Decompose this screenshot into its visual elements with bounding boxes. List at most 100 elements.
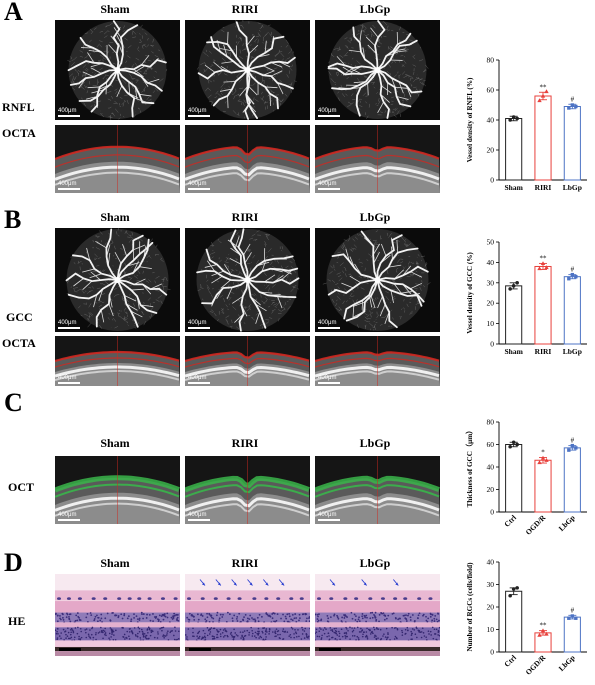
row-label-octa: OCTA [2, 126, 36, 140]
oct-bscan-riri-b: 400μm [185, 336, 310, 386]
data-point [570, 614, 575, 618]
data-point [515, 442, 519, 447]
y-tick-label: 20 [487, 299, 495, 308]
data-point [544, 458, 549, 462]
y-tick-label: 80 [487, 56, 495, 65]
data-point [544, 89, 549, 94]
oct-bscan-sham-a: 400μm [55, 125, 180, 193]
bar [534, 632, 552, 653]
column-title-riri-d: RIRI [231, 556, 259, 570]
x-tick-label: Ctrl [502, 513, 518, 529]
he-section-sham [55, 574, 180, 656]
data-point [570, 272, 575, 277]
he-section-lbgp [315, 574, 440, 656]
y-axis-label: Vessel density of RNFL (%) [466, 77, 474, 162]
data-point [567, 106, 571, 110]
oct-bscan-riri-a: 400μm [185, 125, 310, 193]
y-tick-label: 40 [487, 558, 495, 567]
x-tick-label: LbGp [563, 183, 582, 192]
oct-bscan-lbgp-c: 400μm [315, 456, 440, 524]
data-point [567, 616, 571, 620]
y-tick-label: 0 [490, 508, 494, 517]
x-tick-label: RIRI [535, 183, 552, 192]
panel-label-b: B [4, 205, 22, 234]
panel-label-d: D [4, 548, 23, 577]
y-axis-label: Vessel density of GCC (%) [466, 252, 474, 334]
significance-label: # [571, 606, 575, 614]
y-tick-label: 80 [487, 418, 495, 427]
significance-label: # [571, 95, 575, 103]
bar [563, 616, 581, 653]
y-tick-label: 0 [490, 176, 494, 185]
bar [505, 444, 523, 513]
bar [534, 459, 552, 513]
y-tick-label: 20 [487, 485, 495, 494]
data-point [508, 287, 512, 291]
column-title-sham-c: Sham [100, 436, 130, 450]
data-point [515, 281, 519, 285]
x-tick-label: RIRI [535, 347, 552, 356]
y-tick-label: 20 [487, 146, 495, 155]
bar [534, 95, 552, 181]
significance-label: ** [540, 254, 548, 262]
bar-chart-gcc: 0 10 20 30 40 50 Vessel density of GCC (%) Sham… [466, 238, 587, 356]
x-tick-label: OGD/R [524, 513, 548, 537]
y-tick-label: 60 [487, 86, 495, 95]
significance-label: * [541, 448, 545, 456]
oct-bscan-lbgp-a: 400μm [315, 125, 440, 193]
column-title-riri-c: RIRI [231, 436, 259, 450]
x-tick-label: Sham [504, 347, 523, 356]
significance-label: # [571, 437, 575, 445]
data-point [540, 455, 546, 460]
data-point [540, 628, 546, 633]
bar [505, 590, 523, 653]
data-point [544, 265, 549, 270]
x-tick-label: LbGp [557, 653, 577, 673]
data-point [508, 593, 512, 598]
bar [534, 265, 552, 345]
bar [505, 118, 523, 181]
data-point [537, 98, 542, 103]
bar [563, 447, 581, 513]
data-point [570, 103, 575, 107]
data-point [574, 274, 578, 279]
oct-bscan-sham-b: 400μm [55, 336, 180, 386]
y-tick-label: 10 [487, 625, 495, 634]
y-tick-label: 40 [487, 116, 495, 125]
data-point [567, 277, 571, 281]
octa-image-lbgp-a: 400μm [315, 20, 440, 120]
data-point [574, 104, 578, 109]
he-section-riri [185, 574, 310, 656]
column-title-sham: Sham [100, 2, 130, 16]
y-axis-label: Number of RGCs (cells/field) [466, 562, 474, 652]
row-label-rnfl: RNFL [2, 100, 35, 114]
oct-bscan-lbgp-b: 400μm [315, 336, 440, 386]
data-point [537, 460, 542, 465]
bar [563, 276, 581, 345]
x-tick-label: OGD/R [524, 653, 548, 677]
column-title-sham-b: Sham [100, 210, 130, 224]
panel-label-c: C [4, 388, 23, 417]
data-point [511, 440, 516, 445]
significance-label: ** [540, 622, 548, 630]
y-axis-label: Thickness of GCC（μm） [465, 427, 474, 508]
data-point [508, 444, 512, 449]
data-point [511, 284, 516, 288]
column-title-sham-d: Sham [100, 556, 130, 570]
panel-label-a: A [4, 0, 23, 26]
data-point [537, 632, 542, 637]
x-tick-label: Ctrl [502, 653, 518, 669]
row-label-he: HE [8, 614, 26, 628]
data-point [544, 631, 549, 636]
row-label-gcc: GCC [6, 310, 33, 324]
column-title-lbgp-d: LbGp [359, 556, 391, 570]
y-tick-label: 50 [487, 238, 495, 247]
column-title-riri: RIRI [231, 2, 259, 16]
data-point [511, 587, 516, 591]
bar-chart-rnfl: 0 20 40 60 80 Vessel density of RNFL (%) Sham *… [466, 56, 587, 192]
data-point [567, 448, 571, 452]
octa-image-riri-b: 400μm [185, 228, 310, 332]
octa-image-sham-a: 400μm [55, 20, 180, 120]
oct-bscan-riri-c: 400μm [185, 456, 310, 524]
column-title-lbgp-c: LbGp [359, 436, 391, 450]
